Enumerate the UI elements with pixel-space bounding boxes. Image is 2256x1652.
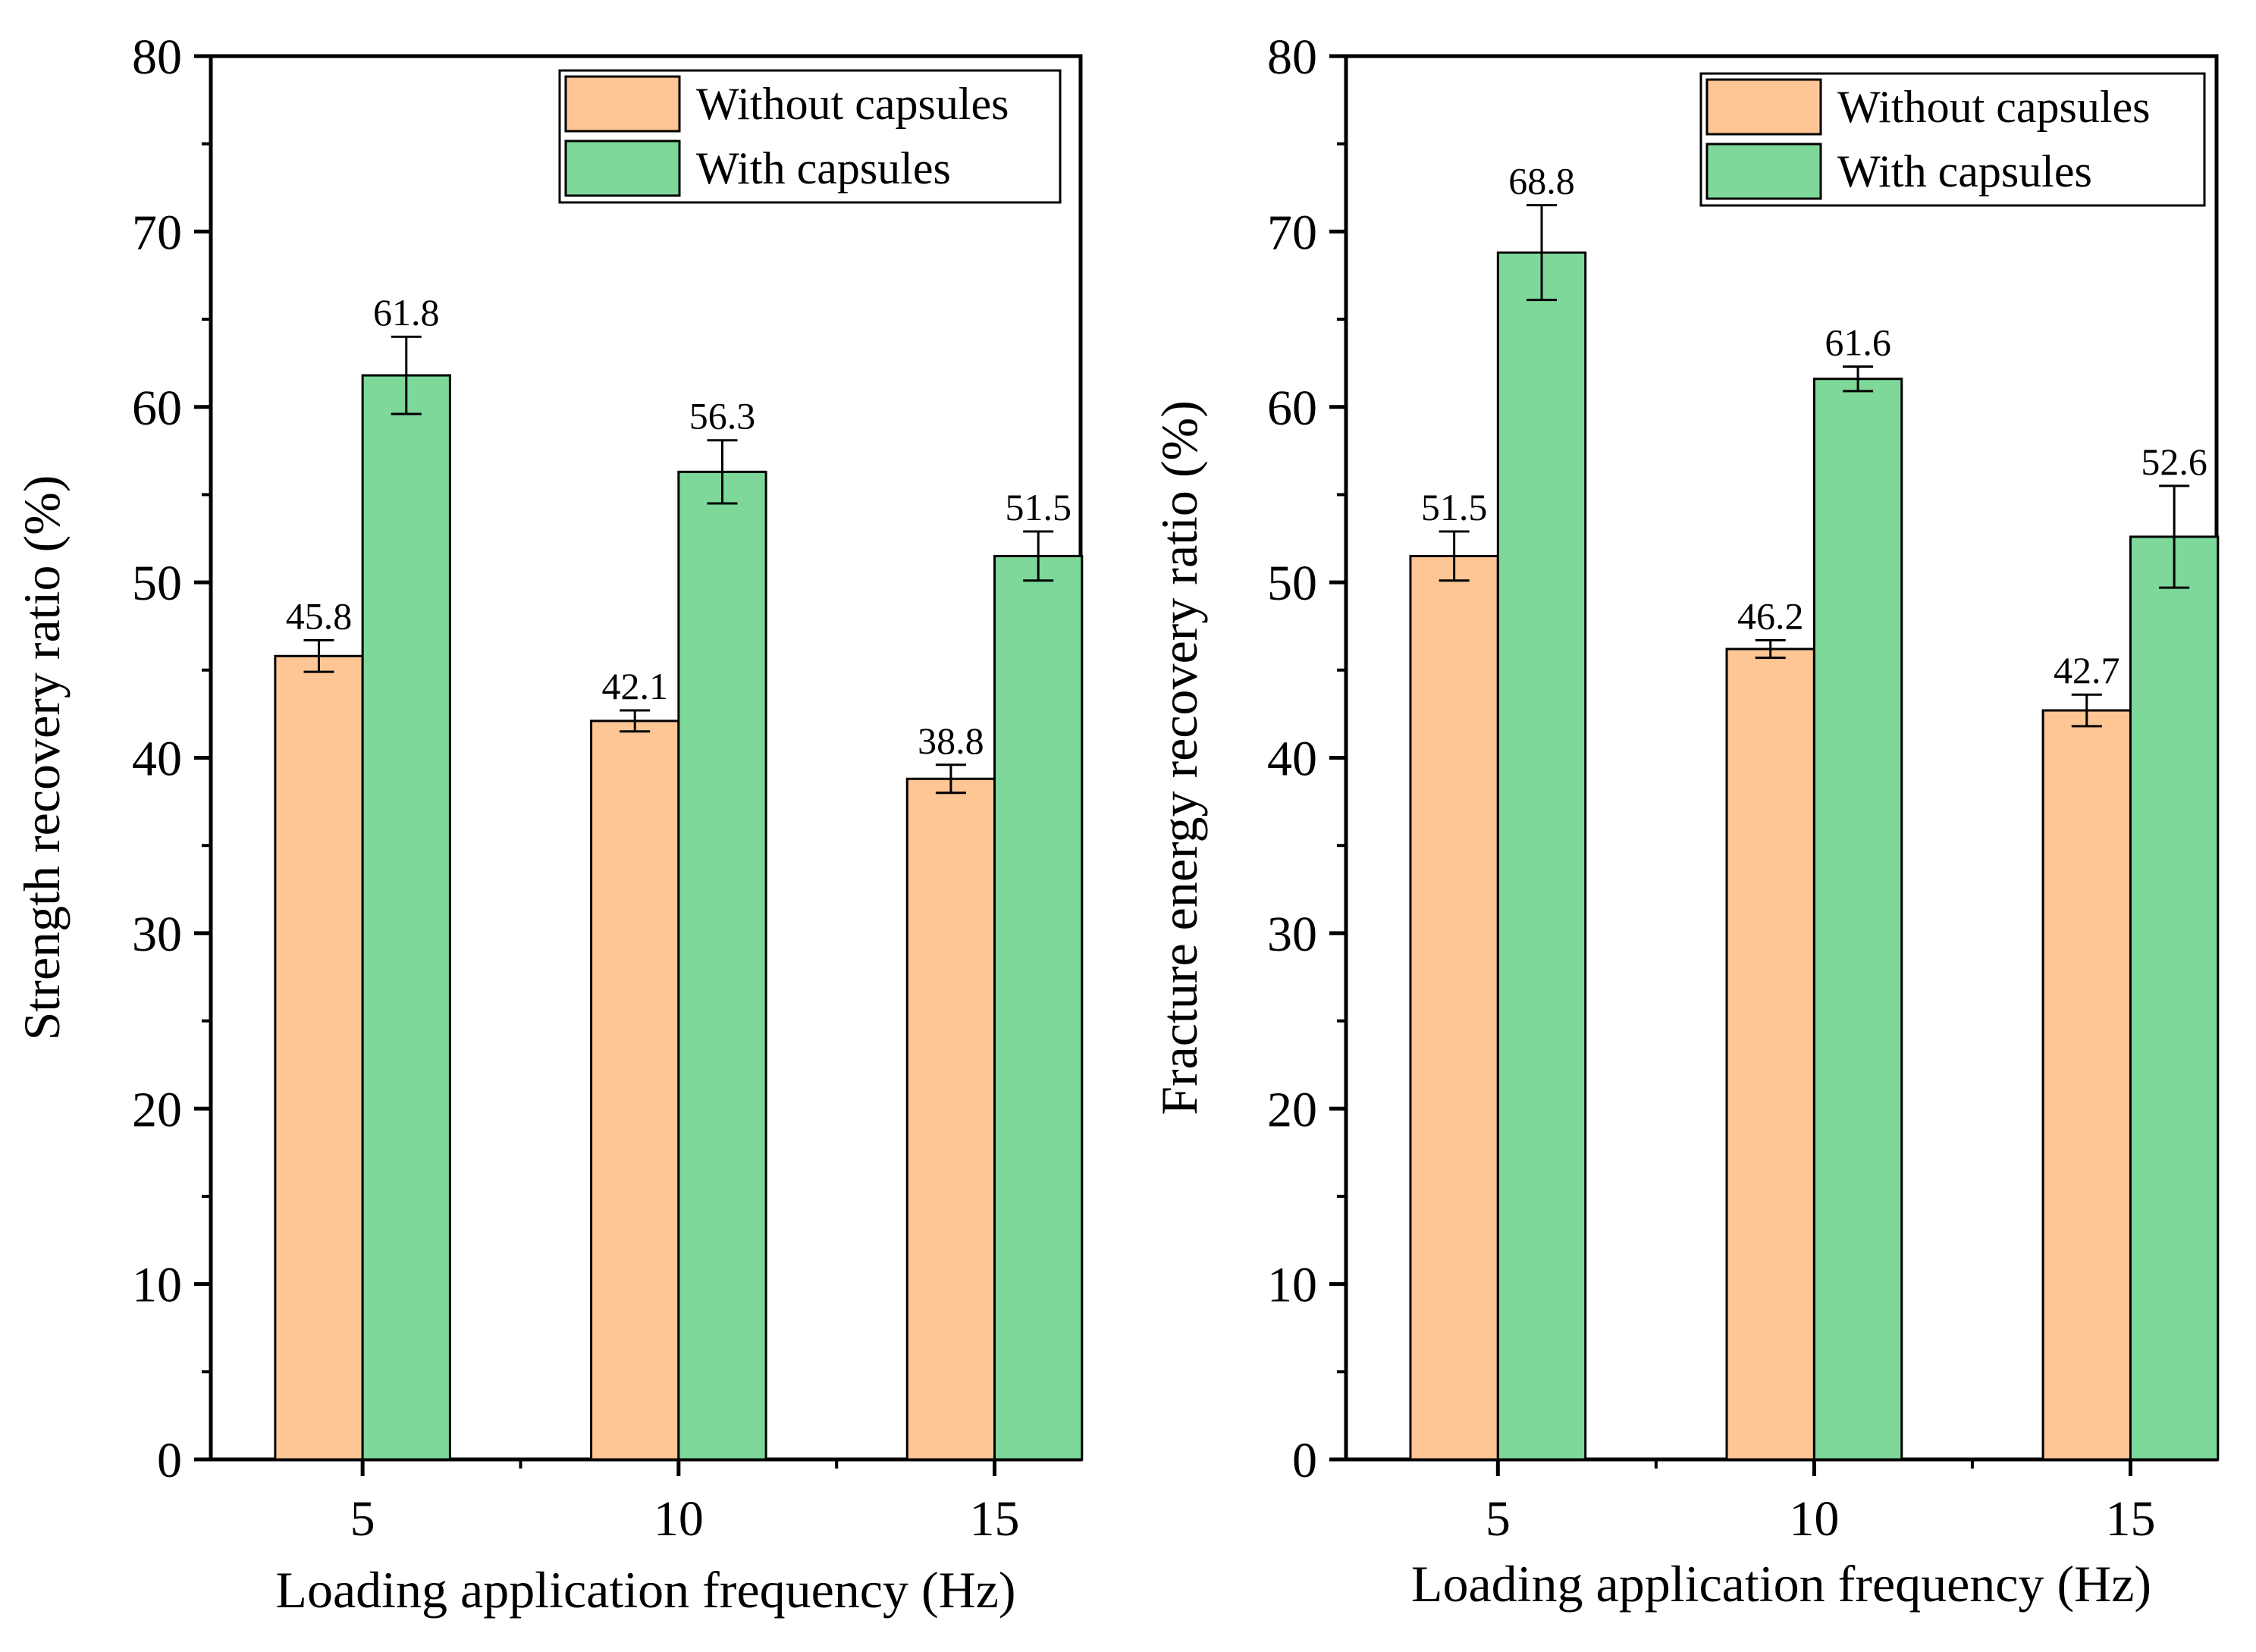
bar-with-capsules-10hz <box>677 470 767 1461</box>
y-tick-label: 10 <box>1267 1258 1317 1313</box>
y-tick-label: 80 <box>132 30 182 85</box>
y-tick-label: 60 <box>132 381 182 436</box>
chart-fracture-energy-recovery: 0 10 20 30 40 50 60 70 80 5 51.5 68.8 10 46.2 61.6 15 42… <box>1150 30 2220 1613</box>
bar-without-capsules-5hz <box>274 654 364 1461</box>
y-tick-label: 50 <box>1267 556 1317 611</box>
data-label: 46.2 <box>1737 594 1804 637</box>
bar-with-capsules-15hz <box>2129 535 2220 1461</box>
y-tick-label: 30 <box>1267 907 1317 962</box>
legend-label: Without capsules <box>1837 82 2151 132</box>
y-axis-title: Strength recovery ratio (%) <box>13 475 71 1041</box>
y-tick-label: 80 <box>1267 30 1317 85</box>
legend-swatch-with-capsules <box>564 139 681 197</box>
y-tick-label: 50 <box>132 556 182 611</box>
y-tick-label: 10 <box>132 1258 182 1313</box>
x-axis-title: Loading application frequency (Hz) <box>1411 1555 2151 1613</box>
legend: Without capsules With capsules <box>1699 72 2206 207</box>
bar-with-capsules-10hz <box>1812 378 1903 1461</box>
x-axis-title: Loading application frequency (Hz) <box>275 1561 1015 1619</box>
legend-label: With capsules <box>1837 146 2092 196</box>
y-tick-label: 0 <box>1292 1433 1317 1488</box>
x-tick-label: 5 <box>1486 1491 1511 1547</box>
data-label: 68.8 <box>1508 160 1575 202</box>
y-tick-label: 70 <box>1267 205 1317 260</box>
y-tick-label: 20 <box>132 1082 182 1137</box>
bar-without-capsules-10hz <box>590 719 680 1461</box>
data-label: 51.5 <box>1421 486 1488 528</box>
y-tick-label: 40 <box>132 732 182 787</box>
legend-swatch-without-capsules <box>1705 78 1822 136</box>
bar-without-capsules-5hz <box>1409 554 1499 1461</box>
bar-without-capsules-10hz <box>1725 647 1815 1461</box>
y-tick-label: 60 <box>1267 381 1317 436</box>
x-tick-label: 15 <box>2105 1491 2155 1547</box>
chart-strength-recovery: 0 10 20 30 40 50 60 70 80 5 45.8 61.8 10 42.1 56.3 15 38… <box>13 30 1084 1619</box>
data-label: 52.6 <box>2141 440 2207 483</box>
bar-with-capsules-15hz <box>993 554 1084 1461</box>
data-label: 51.5 <box>1005 486 1072 528</box>
legend-label: With capsules <box>696 143 951 193</box>
bar-without-capsules-15hz <box>905 777 996 1461</box>
bar-with-capsules-5hz <box>361 374 451 1461</box>
data-label: 42.7 <box>2054 649 2120 691</box>
data-label: 56.3 <box>689 395 756 437</box>
bar-without-capsules-15hz <box>2041 709 2132 1461</box>
x-tick-label: 15 <box>970 1491 1020 1547</box>
data-label: 38.8 <box>918 719 984 762</box>
data-label: 61.8 <box>373 291 440 334</box>
y-tick-label: 0 <box>157 1433 182 1488</box>
x-tick-label: 5 <box>350 1491 375 1547</box>
data-label: 45.8 <box>286 594 353 637</box>
y-tick-label: 30 <box>132 907 182 962</box>
y-tick-label: 40 <box>1267 732 1317 787</box>
y-tick-label: 70 <box>132 205 182 260</box>
legend-swatch-without-capsules <box>564 75 681 133</box>
legend-swatch-with-capsules <box>1705 143 1822 200</box>
legend: Without capsules With capsules <box>558 69 1062 204</box>
y-axis-title: Fracture energy recovery ratio (%) <box>1150 400 1208 1115</box>
y-tick-label: 20 <box>1267 1082 1317 1137</box>
x-tick-label: 10 <box>1789 1491 1839 1547</box>
data-label: 61.6 <box>1825 321 1891 364</box>
legend-label: Without capsules <box>696 79 1009 129</box>
data-label: 42.1 <box>601 665 668 707</box>
x-tick-label: 10 <box>654 1491 704 1547</box>
bar-with-capsules-5hz <box>1496 251 1587 1461</box>
